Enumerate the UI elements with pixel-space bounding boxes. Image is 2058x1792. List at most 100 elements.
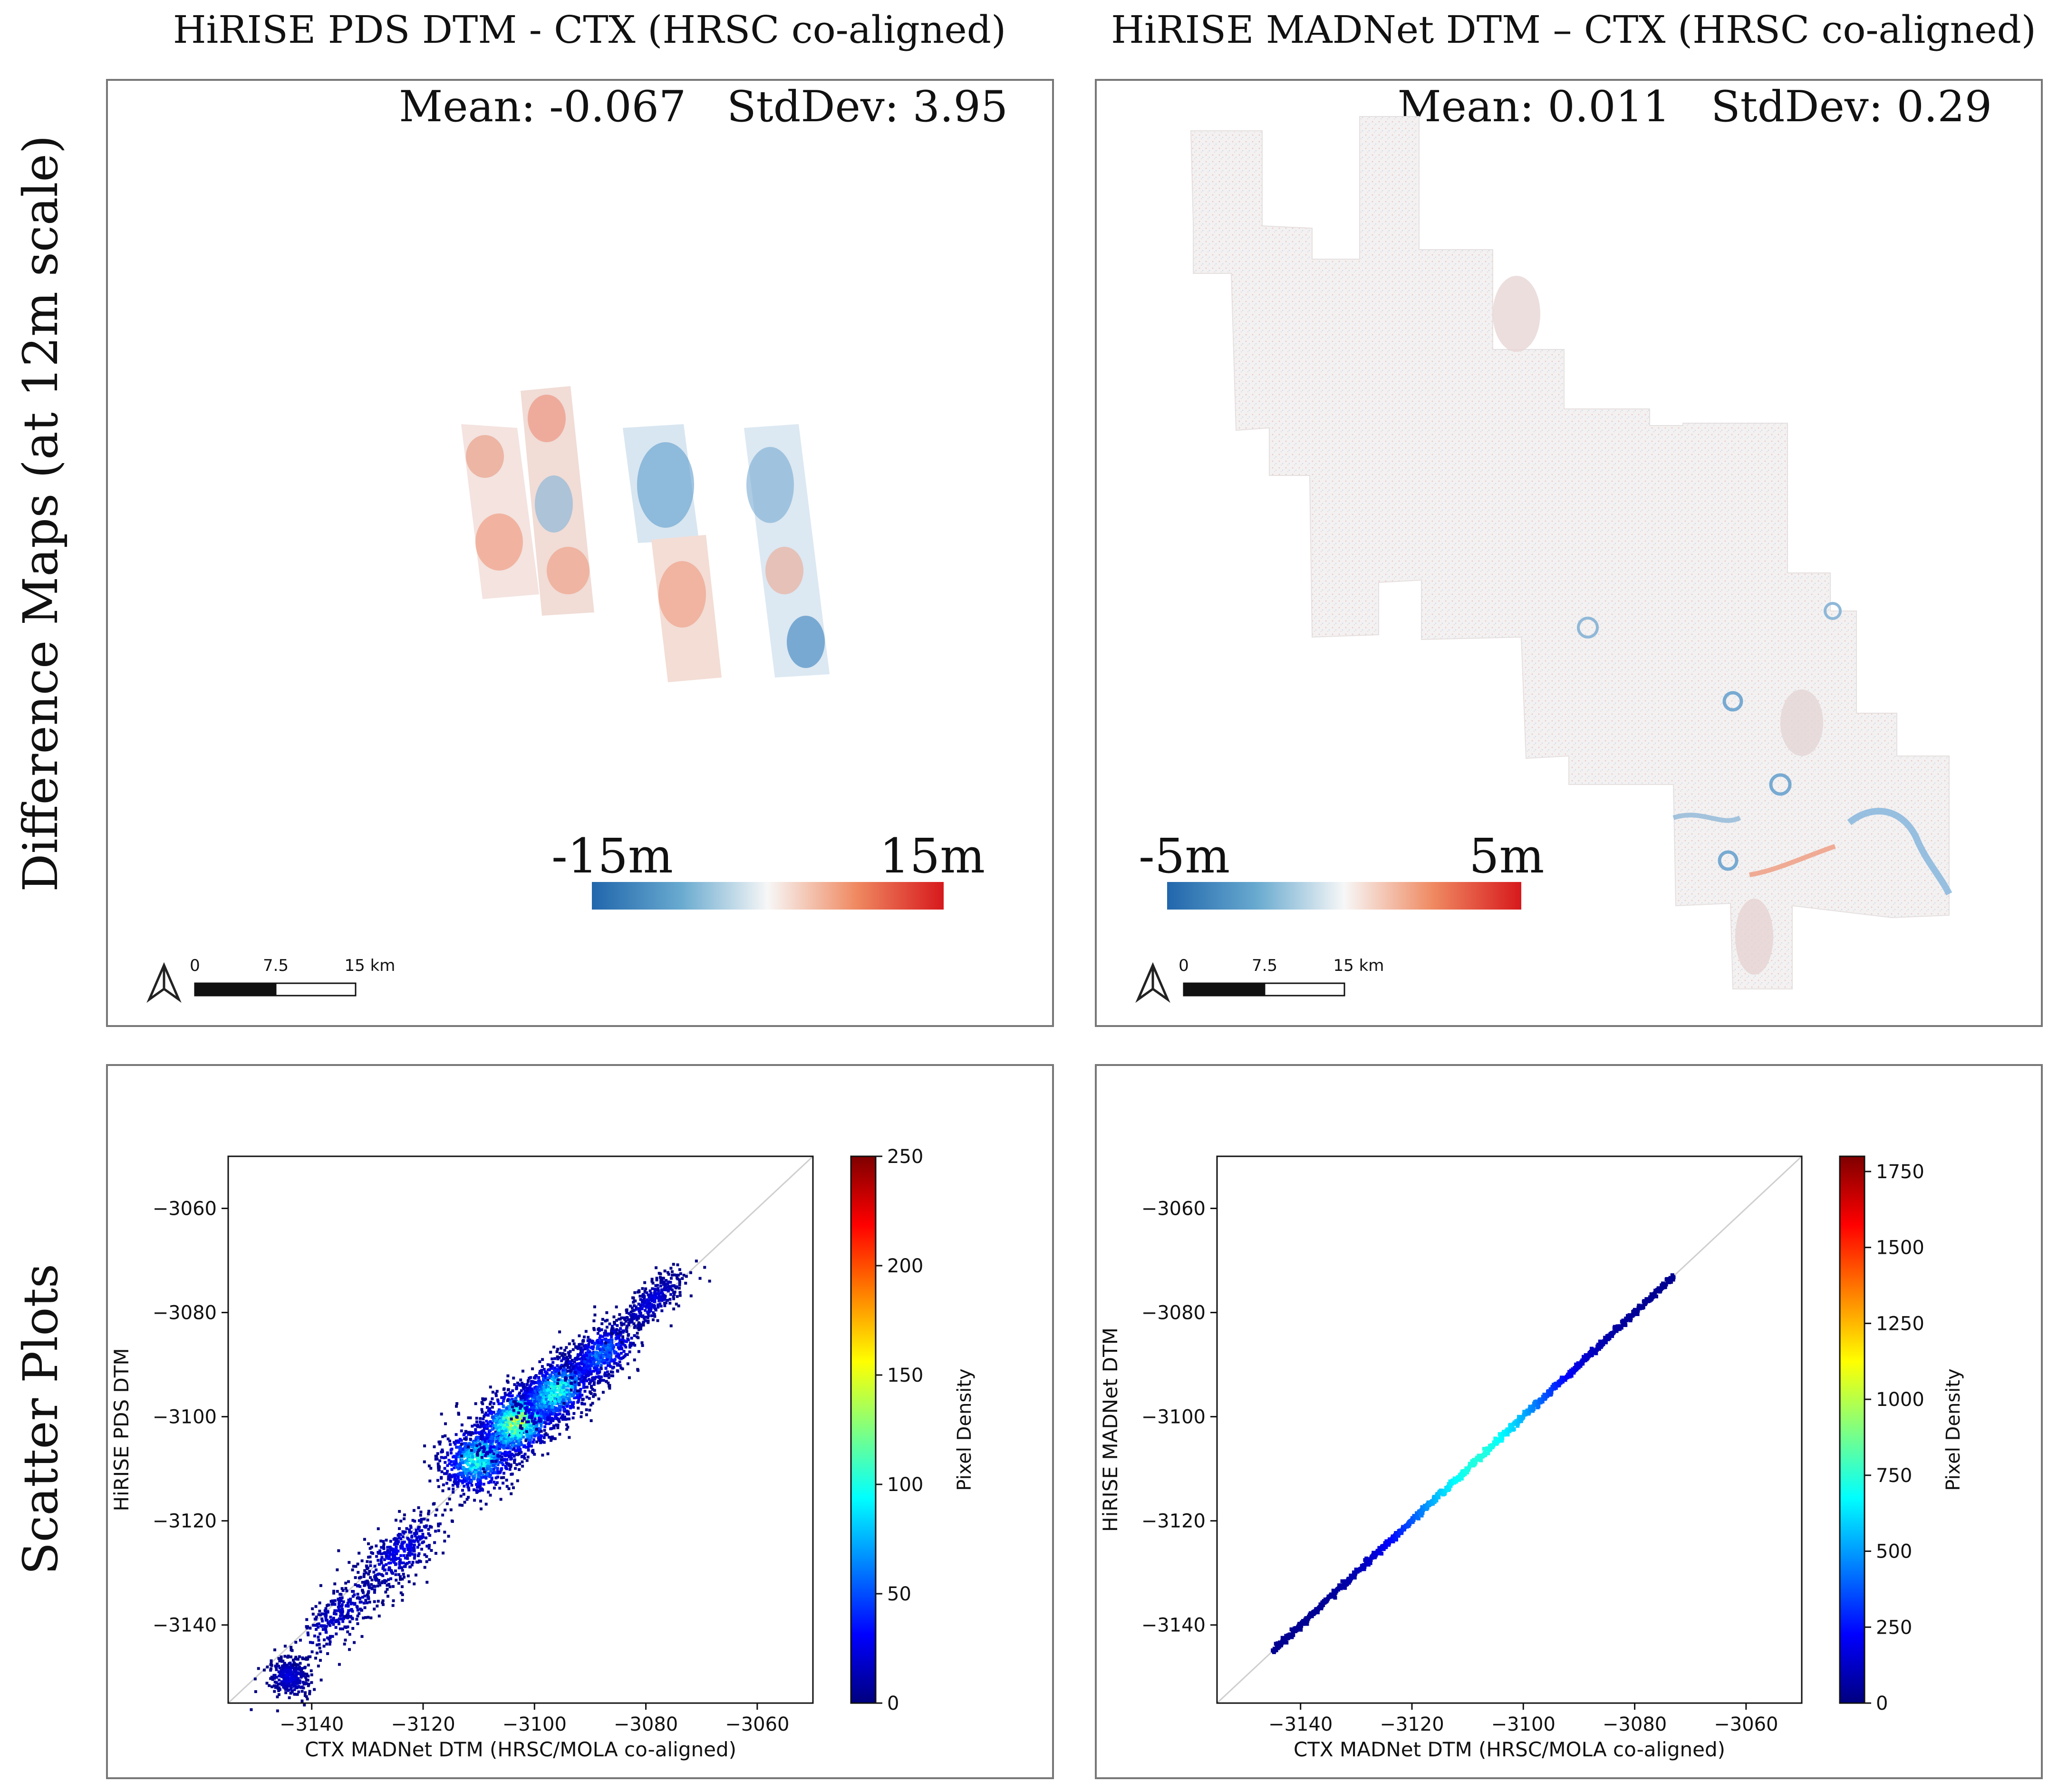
density-point — [449, 1443, 452, 1446]
density-point — [577, 1382, 580, 1385]
density-point — [355, 1605, 358, 1608]
density-point — [622, 1340, 626, 1343]
density-point — [377, 1599, 380, 1603]
density-point — [512, 1420, 515, 1424]
density-point — [416, 1554, 420, 1557]
density-point — [502, 1421, 505, 1424]
density-point — [477, 1472, 480, 1475]
density-point — [512, 1405, 516, 1408]
density-point — [496, 1432, 499, 1435]
density-point — [489, 1441, 493, 1444]
density-point — [410, 1534, 414, 1538]
density-point — [311, 1612, 315, 1616]
density-point — [515, 1386, 518, 1390]
density-point — [305, 1673, 309, 1676]
density-point — [562, 1408, 566, 1412]
density-point — [654, 1284, 657, 1287]
density-point — [558, 1330, 561, 1334]
density-point — [568, 1436, 571, 1439]
density-point — [363, 1569, 367, 1572]
density-point — [561, 1379, 565, 1382]
density-point — [487, 1460, 491, 1463]
density-point — [654, 1290, 657, 1293]
density-point — [501, 1452, 504, 1455]
density-point — [1333, 1596, 1337, 1600]
density-point — [559, 1352, 562, 1355]
density-point — [278, 1657, 281, 1660]
density-point — [689, 1294, 693, 1298]
density-point — [494, 1422, 498, 1425]
density-point — [521, 1460, 524, 1463]
density-point — [561, 1370, 564, 1373]
density-point — [520, 1443, 523, 1446]
density-point — [506, 1420, 510, 1424]
density-point — [695, 1259, 698, 1263]
density-point — [526, 1436, 529, 1439]
density-point — [373, 1591, 376, 1594]
density-point — [489, 1461, 493, 1464]
density-point — [577, 1398, 580, 1401]
density-point — [329, 1620, 332, 1623]
density-point — [489, 1481, 493, 1484]
density-point — [608, 1322, 611, 1326]
density-point — [528, 1403, 531, 1406]
density-point — [505, 1458, 509, 1461]
density-point — [454, 1473, 457, 1476]
density-point — [585, 1354, 589, 1357]
density-point — [525, 1433, 529, 1436]
density-point — [279, 1682, 282, 1685]
density-point — [653, 1291, 656, 1295]
density-point — [609, 1365, 612, 1368]
density-point — [344, 1638, 347, 1642]
density-point — [373, 1608, 376, 1611]
density-point — [370, 1546, 373, 1549]
density-point — [523, 1395, 527, 1399]
density-point — [524, 1446, 528, 1449]
density-point — [678, 1278, 681, 1281]
density-point — [344, 1581, 348, 1585]
density-point — [551, 1397, 555, 1401]
density-point — [558, 1386, 561, 1389]
y-tick-label: −3060 — [153, 1198, 217, 1220]
density-point — [469, 1416, 472, 1420]
density-point — [496, 1444, 499, 1447]
density-point — [597, 1356, 600, 1359]
density-point — [441, 1448, 444, 1452]
density-point — [606, 1352, 609, 1355]
density-point — [613, 1350, 617, 1354]
density-point — [577, 1345, 580, 1348]
density-point — [617, 1343, 620, 1346]
density-point — [470, 1483, 473, 1487]
density-point — [324, 1615, 328, 1618]
density-point — [381, 1567, 385, 1570]
density-point — [548, 1435, 551, 1439]
density-point — [410, 1563, 414, 1567]
density-point — [548, 1417, 551, 1420]
density-point — [641, 1293, 645, 1297]
density-point — [603, 1371, 607, 1375]
density-point — [533, 1413, 537, 1416]
density-point — [465, 1498, 469, 1501]
density-point — [647, 1299, 650, 1302]
density-point — [313, 1688, 316, 1691]
density-point — [514, 1396, 518, 1400]
density-point — [596, 1340, 599, 1344]
density-point — [664, 1284, 667, 1287]
density-point — [530, 1424, 533, 1428]
density-point — [277, 1670, 280, 1674]
density-point — [356, 1592, 359, 1596]
density-point — [274, 1686, 277, 1689]
density-point — [633, 1291, 637, 1294]
density-point — [641, 1295, 645, 1298]
density-point — [338, 1599, 341, 1602]
density-point — [400, 1543, 403, 1546]
density-point — [514, 1467, 517, 1470]
density-point — [641, 1344, 644, 1347]
density-point — [532, 1426, 536, 1429]
density-point — [1297, 1621, 1302, 1626]
density-point — [494, 1414, 498, 1418]
density-point — [602, 1355, 605, 1358]
density-point — [620, 1341, 623, 1344]
density-point — [537, 1388, 541, 1392]
density-point — [462, 1469, 465, 1472]
